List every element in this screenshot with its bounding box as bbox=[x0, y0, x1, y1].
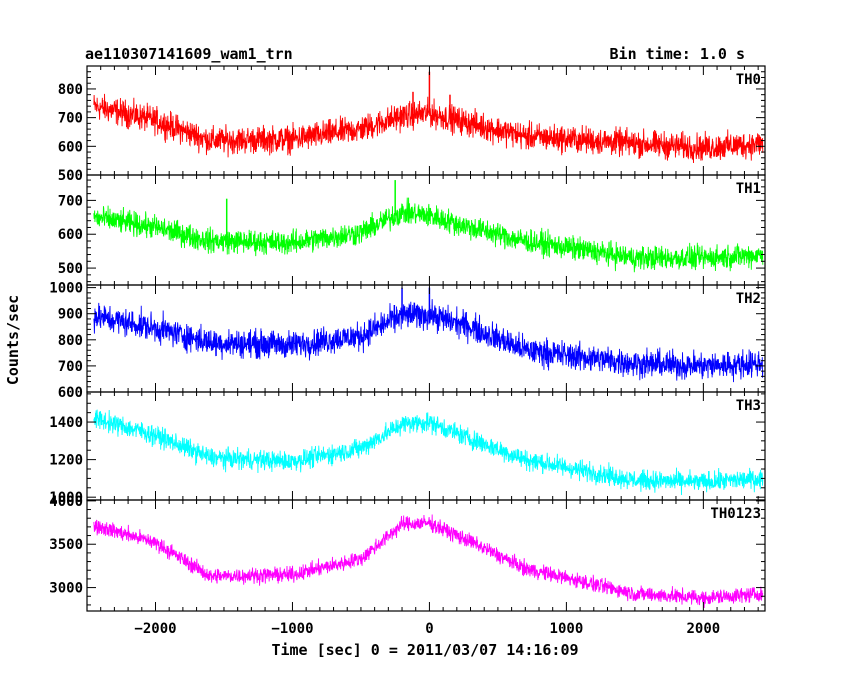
panel-label-th2: TH2 bbox=[736, 291, 761, 307]
y-tick-label: 500 bbox=[58, 168, 83, 184]
series-line-th3 bbox=[93, 409, 764, 495]
panel-th1: 500 600 700 TH1 bbox=[58, 174, 766, 286]
series-line-th0123 bbox=[93, 514, 764, 609]
x-tick-label: −2000 bbox=[134, 621, 176, 637]
x-tick-label: 1000 bbox=[550, 621, 584, 637]
panel-th3: 1000 1200 1400 TH3 bbox=[49, 391, 766, 506]
series-line-th2 bbox=[93, 299, 764, 383]
y-tick-label: 600 bbox=[58, 227, 83, 243]
panel-frame bbox=[86, 499, 766, 612]
y-tick-label: 700 bbox=[58, 193, 83, 209]
y-tick-label: 1200 bbox=[49, 453, 83, 469]
panel-th2: 600 700 800 900 1000 TH2 bbox=[49, 281, 766, 401]
panels-group: 500 600 700 800 TH0 500 600 700 TH1 600 700 800 900 1… bbox=[49, 65, 766, 612]
y-tick-label: 600 bbox=[58, 385, 83, 401]
y-tick-label: 700 bbox=[58, 111, 83, 127]
chart-title: ae110307141609_wam1_trn bbox=[85, 45, 293, 63]
y-tick-label: 3000 bbox=[49, 581, 83, 597]
y-tick-label: 600 bbox=[58, 139, 83, 155]
y-tick-label: 500 bbox=[58, 261, 83, 277]
x-tick-label: 2000 bbox=[687, 621, 721, 637]
panel-label-th0123: TH0123 bbox=[710, 506, 761, 522]
y-axis-title: Counts/sec bbox=[4, 295, 22, 385]
y-tick-label: 900 bbox=[58, 307, 83, 323]
panel-th0123: 3000 3500 4000 TH0123 bbox=[49, 494, 766, 612]
y-tick-label: 1400 bbox=[49, 415, 83, 431]
bin-time-label: Bin time: 1.0 s bbox=[610, 45, 745, 63]
x-axis-ticks: −2000 −1000 0 1000 2000 bbox=[134, 621, 720, 637]
y-tick-label: 700 bbox=[58, 359, 83, 375]
panel-label-th3: TH3 bbox=[736, 398, 761, 414]
panel-label-th1: TH1 bbox=[736, 181, 761, 197]
y-tick-label: 800 bbox=[58, 333, 83, 349]
y-tick-label: 4000 bbox=[49, 494, 83, 510]
y-tick-label: 1000 bbox=[49, 490, 83, 506]
series-line-th1 bbox=[93, 197, 764, 273]
y-tick-label: 3500 bbox=[49, 537, 83, 553]
panel-th0: 500 600 700 800 TH0 bbox=[58, 65, 766, 184]
x-tick-label: −1000 bbox=[271, 621, 313, 637]
x-tick-label: 0 bbox=[425, 621, 433, 637]
y-tick-label: 1000 bbox=[49, 281, 83, 297]
y-tick-label: 800 bbox=[58, 82, 83, 98]
panel-label-th0: TH0 bbox=[736, 72, 761, 88]
series-line-th0 bbox=[93, 93, 764, 164]
x-axis-title: Time [sec] 0 = 2011/03/07 14:16:09 bbox=[271, 641, 578, 659]
